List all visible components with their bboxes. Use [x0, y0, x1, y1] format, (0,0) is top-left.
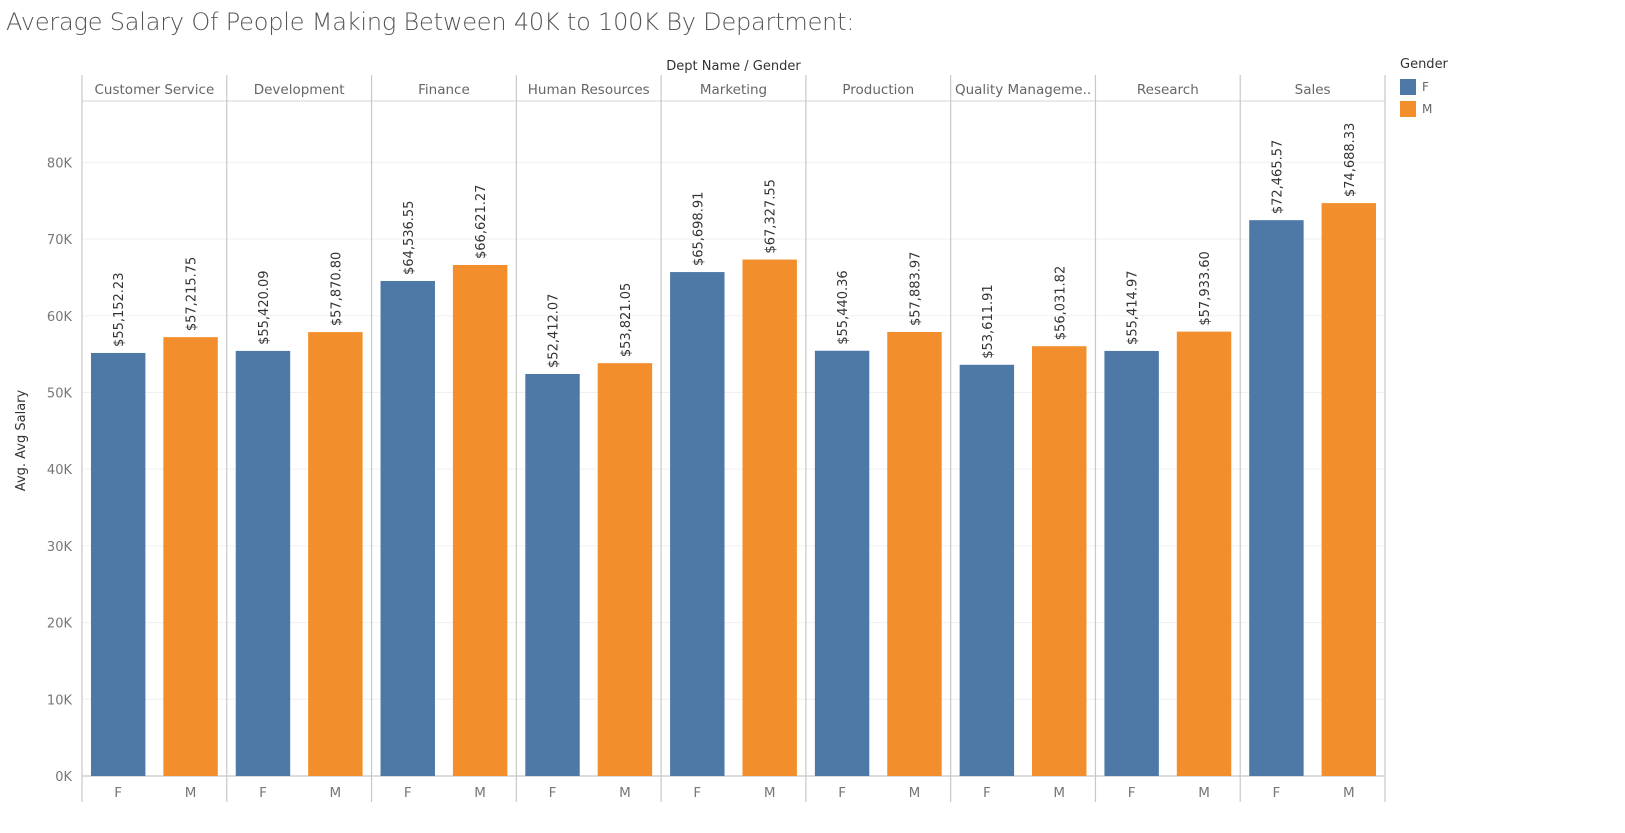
bar-f[interactable]	[380, 280, 435, 776]
dept-header-label: Sales	[1295, 82, 1331, 98]
dept-header-label: Research	[1137, 82, 1199, 98]
bar-m[interactable]	[163, 337, 218, 776]
chart-title: Average Salary Of People Making Between …	[6, 8, 855, 36]
bar-m[interactable]	[597, 363, 653, 776]
x-tick-label: M	[1198, 785, 1210, 801]
legend-swatch-m	[1400, 101, 1416, 117]
dept-header-label: Finance	[418, 82, 470, 98]
y-tick-label: 80K	[47, 156, 73, 171]
bar-m[interactable]	[742, 259, 797, 776]
y-axis-label: Avg. Avg Salary	[14, 390, 29, 492]
bar-value-label: $66,621.27	[474, 185, 489, 259]
dept-header-label: Production	[842, 82, 914, 98]
x-tick-label: F	[983, 785, 991, 801]
bar-value-label: $53,821.05	[619, 283, 634, 357]
x-tick-label: F	[1273, 785, 1281, 801]
bar-value-label: $57,933.60	[1198, 251, 1213, 325]
legend-title: Gender	[1400, 57, 1448, 72]
legend-label-f: F	[1422, 80, 1429, 94]
bar-f[interactable]	[525, 373, 580, 776]
bar-value-label: $55,440.36	[836, 270, 851, 344]
dept-header-label: Customer Service	[95, 82, 215, 98]
x-tick-label: F	[404, 785, 412, 801]
dept-header-label: Development	[254, 82, 345, 98]
bar-value-label: $53,611.91	[981, 284, 996, 358]
x-tick-label: M	[330, 785, 342, 801]
x-tick-label: F	[1128, 785, 1136, 801]
bar-value-label: $55,420.09	[257, 270, 272, 344]
legend-item-f[interactable]: F	[1400, 76, 1448, 98]
legend-swatch-f	[1400, 79, 1416, 95]
y-tick-label: 60K	[47, 310, 73, 325]
y-tick-label: 20K	[47, 617, 73, 632]
bar-f[interactable]	[959, 364, 1015, 776]
bar-f[interactable]	[670, 272, 725, 776]
y-tick-label: 40K	[47, 463, 73, 478]
bar-m[interactable]	[887, 332, 942, 776]
bar-value-label: $57,883.97	[908, 252, 923, 326]
bar-f[interactable]	[90, 352, 146, 776]
bar-m[interactable]	[1176, 331, 1232, 776]
header-title: Dept Name / Gender	[666, 59, 801, 74]
dept-header-label: Human Resources	[528, 82, 650, 98]
bar-value-label: $55,152.23	[112, 273, 127, 347]
x-tick-label: M	[1053, 785, 1065, 801]
x-tick-label: F	[838, 785, 846, 801]
legend-label-m: M	[1422, 102, 1433, 116]
x-tick-label: F	[114, 785, 122, 801]
x-tick-label: F	[549, 785, 557, 801]
x-tick-label: M	[619, 785, 631, 801]
bar-value-label: $57,215.75	[185, 257, 200, 331]
bar-f[interactable]	[1249, 220, 1304, 777]
bar-value-label: $56,031.82	[1053, 266, 1068, 340]
bar-m[interactable]	[1032, 346, 1087, 776]
bar-f[interactable]	[1104, 350, 1159, 776]
bar-m[interactable]	[452, 264, 508, 776]
bar-value-label: $57,870.80	[329, 252, 344, 326]
bar-chart: Dept Name / Gender 0K 10K 20K 30K 40K 50K 60K 70…	[14, 59, 1386, 802]
x-tick-label: F	[259, 785, 267, 801]
x-tick-label: F	[693, 785, 701, 801]
x-tick-label: M	[764, 785, 776, 801]
y-tick-label: 0K	[55, 770, 72, 785]
legend-item-m[interactable]: M	[1400, 98, 1448, 120]
bar-value-label: $55,414.97	[1126, 271, 1141, 345]
legend: Gender F M	[1400, 57, 1448, 120]
bar-m[interactable]	[308, 332, 363, 776]
x-tick-label: M	[185, 785, 197, 801]
y-tick-label: 50K	[47, 386, 73, 401]
x-tick-label: M	[909, 785, 921, 801]
x-tick-label: M	[474, 785, 486, 801]
bar-value-label: $52,412.07	[547, 294, 562, 368]
bar-m[interactable]	[1321, 203, 1377, 776]
y-tick-label: 70K	[47, 233, 73, 248]
bar-value-label: $74,688.33	[1343, 123, 1358, 197]
dept-header-label: Quality Manageme..	[955, 82, 1091, 98]
bar-value-label: $64,536.55	[402, 201, 417, 275]
bar-value-label: $67,327.55	[764, 179, 779, 253]
dept-header-label: Marketing	[700, 82, 767, 98]
bar-f[interactable]	[235, 350, 291, 776]
y-tick-label: 10K	[47, 693, 73, 708]
bar-f[interactable]	[814, 350, 870, 776]
x-tick-label: M	[1343, 785, 1355, 801]
bar-value-label: $65,698.91	[691, 192, 706, 266]
bar-value-label: $72,465.57	[1270, 140, 1285, 214]
y-tick-label: 30K	[47, 540, 73, 555]
